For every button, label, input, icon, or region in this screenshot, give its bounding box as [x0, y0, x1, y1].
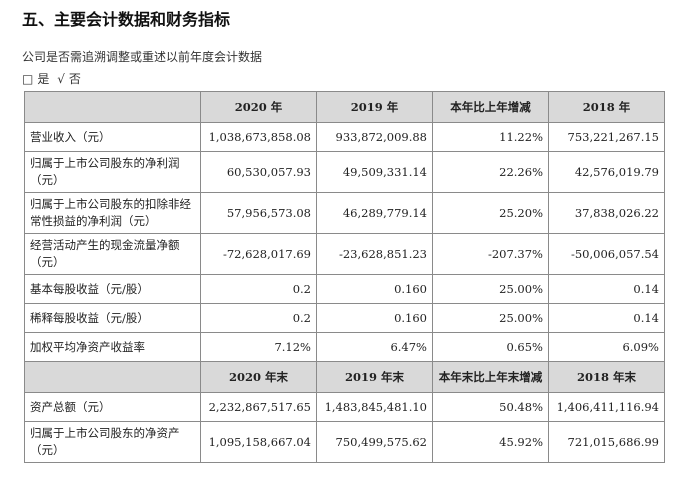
- header-cell: [24, 361, 201, 393]
- row-label: 基本每股收益（元/股）: [24, 274, 201, 304]
- value-2018: -50,006,057.54: [548, 233, 665, 275]
- table-row: 稀释每股收益（元/股） 0.2 0.160 25.00% 0.14: [24, 303, 665, 333]
- value-2020: 0.2: [200, 274, 317, 304]
- value-change: 45.92%: [432, 421, 549, 463]
- restatement-question: 公司是否需追溯调整或重述以前年度会计数据: [22, 50, 263, 64]
- no-checkmark[interactable]: √: [57, 72, 65, 86]
- table-header-row: 2020 年末 2019 年末 本年末比上年末增减 2018 年末: [24, 361, 665, 393]
- value-change: 11.22%: [432, 122, 549, 152]
- header-cell: [24, 91, 201, 123]
- value-2019: 1,483,845,481.10: [316, 392, 433, 422]
- value-2020: 60,530,057.93: [200, 151, 317, 193]
- value-2019: 6.47%: [316, 332, 433, 362]
- row-label: 归属于上市公司股东的净资产（元）: [24, 421, 201, 463]
- header-cell: 2020 年: [200, 91, 317, 123]
- value-2018: 721,015,686.99: [548, 421, 665, 463]
- value-2018: 0.14: [548, 303, 665, 333]
- table-row: 归属于上市公司股东的净利润（元） 60,530,057.93 49,509,33…: [24, 151, 665, 193]
- header-cell: 2020 年末: [200, 361, 317, 393]
- value-2019: 0.160: [316, 274, 433, 304]
- value-2018: 0.14: [548, 274, 665, 304]
- table-row: 资产总额（元） 2,232,867,517.65 1,483,845,481.1…: [24, 392, 665, 422]
- value-2020: 57,956,573.08: [200, 192, 317, 234]
- value-2020: 0.2: [200, 303, 317, 333]
- row-label: 归属于上市公司股东的扣除非经常性损益的净利润（元）: [24, 192, 201, 234]
- table-row: 经营活动产生的现金流量净额（元） -72,628,017.69 -23,628,…: [24, 233, 665, 275]
- value-2020: 7.12%: [200, 332, 317, 362]
- row-label: 资产总额（元）: [24, 392, 201, 422]
- value-2019: 933,872,009.88: [316, 122, 433, 152]
- value-2018: 753,221,267.15: [548, 122, 665, 152]
- table-row: 加权平均净资产收益率 7.12% 6.47% 0.65% 6.09%: [24, 332, 665, 362]
- value-2019: 49,509,331.14: [316, 151, 433, 193]
- value-2018: 6.09%: [548, 332, 665, 362]
- value-2020: 2,232,867,517.65: [200, 392, 317, 422]
- value-change: 22.26%: [432, 151, 549, 193]
- row-label: 营业收入（元）: [24, 122, 201, 152]
- table-header-row: 2020 年 2019 年 本年比上年增减 2018 年: [24, 91, 665, 123]
- table-row: 归属于上市公司股东的扣除非经常性损益的净利润（元） 57,956,573.08 …: [24, 192, 665, 234]
- table-row: 基本每股收益（元/股） 0.2 0.160 25.00% 0.14: [24, 274, 665, 304]
- header-cell: 2019 年末: [316, 361, 433, 393]
- header-cell: 2018 年: [548, 91, 665, 123]
- financial-data-table: 2020 年 2019 年 本年比上年增减 2018 年 营业收入（元） 1,0…: [24, 91, 665, 463]
- value-change: 25.00%: [432, 274, 549, 304]
- restatement-choice: □ 是 √ 否: [22, 70, 85, 87]
- value-2020: -72,628,017.69: [200, 233, 317, 275]
- no-label: 否: [68, 72, 81, 86]
- row-label: 经营活动产生的现金流量净额（元）: [24, 233, 201, 275]
- yes-checkbox[interactable]: □: [22, 72, 34, 86]
- value-change: 0.65%: [432, 332, 549, 362]
- row-label: 归属于上市公司股东的净利润（元）: [24, 151, 201, 193]
- value-2019: 0.160: [316, 303, 433, 333]
- table-row: 营业收入（元） 1,038,673,858.08 933,872,009.88 …: [24, 122, 665, 152]
- table-row: 归属于上市公司股东的净资产（元） 1,095,158,667.04 750,49…: [24, 421, 665, 463]
- value-2018: 37,838,026.22: [548, 192, 665, 234]
- row-label: 加权平均净资产收益率: [24, 332, 201, 362]
- header-cell: 2019 年: [316, 91, 433, 123]
- header-cell: 本年比上年增减: [432, 91, 549, 123]
- value-2018: 1,406,411,116.94: [548, 392, 665, 422]
- value-2018: 42,576,019.79: [548, 151, 665, 193]
- value-change: 25.00%: [432, 303, 549, 333]
- row-label: 稀释每股收益（元/股）: [24, 303, 201, 333]
- header-cell: 本年末比上年末增减: [432, 361, 549, 393]
- header-cell: 2018 年末: [548, 361, 665, 393]
- value-change: 50.48%: [432, 392, 549, 422]
- value-2020: 1,038,673,858.08: [200, 122, 317, 152]
- value-2019: 750,499,575.62: [316, 421, 433, 463]
- value-2019: 46,289,779.14: [316, 192, 433, 234]
- value-change: 25.20%: [432, 192, 549, 234]
- section-heading: 五、主要会计数据和财务指标: [22, 10, 231, 29]
- value-2020: 1,095,158,667.04: [200, 421, 317, 463]
- value-change: -207.37%: [432, 233, 549, 275]
- yes-label: 是: [37, 72, 50, 86]
- value-2019: -23,628,851.23: [316, 233, 433, 275]
